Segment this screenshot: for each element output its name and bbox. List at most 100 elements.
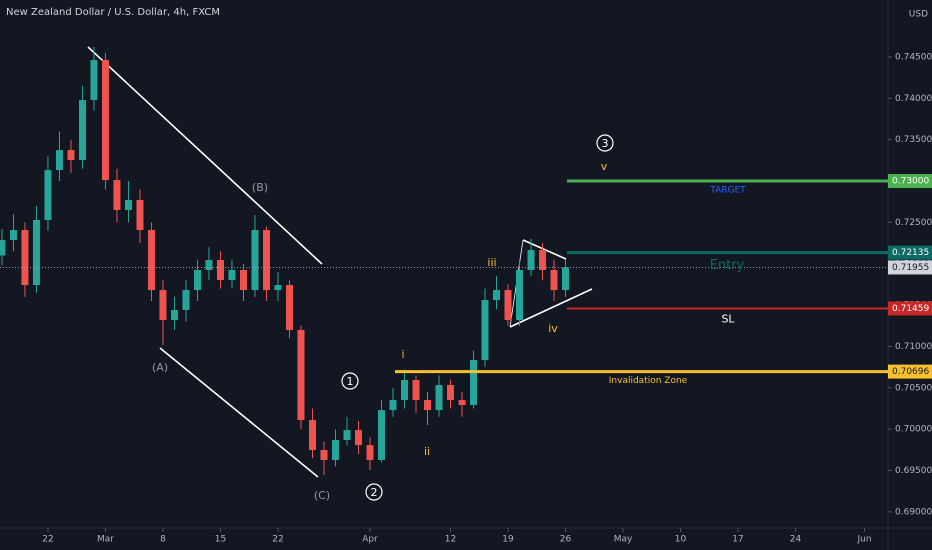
wave-label: 3: [602, 137, 609, 150]
x-tick-label: 8: [160, 535, 166, 545]
candle-body: [470, 360, 478, 406]
candle-body: [516, 270, 524, 320]
trend-lines: [87, 46, 593, 478]
level-price-tag: [888, 364, 932, 379]
trend-line: [87, 46, 323, 265]
y-tick-label: 0.69000: [895, 507, 932, 517]
candle-body: [21, 230, 29, 286]
candle-body: [101, 60, 109, 181]
candle-body: [435, 385, 443, 411]
x-tick-label: 26: [560, 535, 572, 545]
candle-body: [423, 400, 431, 411]
candle-body: [389, 400, 397, 411]
x-tick-label: Mar: [97, 535, 114, 545]
x-tick-label: 15: [215, 535, 226, 545]
level-price-label: 0.70696: [892, 367, 929, 377]
candle-body: [458, 400, 466, 406]
candle-body: [400, 380, 408, 401]
candle-body: [354, 430, 362, 446]
y-tick-label: 0.70000: [895, 425, 932, 435]
candle-body: [308, 420, 316, 451]
candle-body: [550, 270, 558, 291]
candle-body: [366, 445, 374, 461]
last-price-tag: [888, 260, 932, 275]
candle-body: [320, 450, 328, 461]
level-label: Invalidation Zone: [609, 376, 688, 386]
candle-body: [377, 410, 385, 461]
candle-body: [0, 240, 6, 256]
candle-body: [182, 290, 190, 310]
level-price-label: 0.72135: [892, 248, 929, 258]
wave-circle: [341, 372, 359, 390]
candle-body: [193, 270, 201, 291]
wave-label: i: [401, 348, 404, 361]
x-tick-label: May: [614, 535, 633, 545]
candle-body: [297, 330, 305, 421]
level-price-tag: [888, 301, 932, 316]
x-tick-label: Apr: [362, 535, 378, 545]
candle-body: [159, 290, 167, 320]
wave-circle: [365, 483, 383, 501]
candle-body: [481, 300, 489, 361]
y-tick-label: 0.70500: [895, 383, 932, 393]
wave-label: 2: [371, 486, 378, 499]
candle-body: [493, 290, 501, 301]
candle-body: [527, 250, 535, 271]
x-tick-label: 22: [42, 535, 53, 545]
chart-title: New Zealand Dollar / U.S. Dollar, 4h, FX…: [6, 7, 220, 18]
candle-body: [239, 270, 247, 291]
level-label: SL: [721, 312, 735, 325]
candle-body: [9, 230, 17, 241]
wave-label: v: [601, 160, 608, 173]
candle-body: [113, 180, 121, 210]
candle-body: [124, 199, 132, 210]
x-tick-label: 17: [732, 535, 743, 545]
candle-body: [55, 150, 63, 171]
candle-body: [331, 440, 339, 461]
wave-label: iii: [487, 256, 496, 269]
candle-body: [32, 220, 40, 286]
candle-body: [67, 150, 75, 161]
x-tick-label: 10: [675, 535, 687, 545]
candle-body: [147, 230, 155, 291]
candle-body: [44, 170, 52, 220]
y-tick-label: 0.74500: [895, 52, 932, 62]
y-tick-label: 0.69500: [895, 466, 932, 476]
x-tick-label: 22: [272, 535, 283, 545]
candle-body: [274, 285, 282, 291]
candle-body: [251, 230, 259, 291]
y-tick-label: 0.73500: [895, 135, 932, 145]
y-tick-label: 0.74000: [895, 94, 932, 104]
wave-label: (A): [152, 361, 168, 374]
candle-body: [285, 285, 293, 330]
candle-body: [343, 430, 351, 440]
candle-body: [205, 260, 213, 271]
candle-body: [216, 260, 224, 281]
wave-label: 1: [347, 375, 354, 388]
candle-body: [262, 230, 270, 291]
x-tick-label: 12: [445, 535, 456, 545]
x-tick-label: Jun: [857, 535, 872, 545]
level-label: TARGET: [709, 186, 746, 196]
wave-label: (B): [252, 181, 268, 194]
candle-body: [562, 267, 570, 291]
candle-body: [228, 270, 236, 281]
last-price-label: 0.71955: [892, 263, 929, 273]
trend-line: [159, 347, 319, 478]
y-tick-label: 0.72500: [895, 218, 932, 228]
level-price-tag: [888, 245, 932, 260]
candle-body: [170, 309, 178, 320]
candle-body: [78, 99, 86, 161]
currency-label: USD: [909, 10, 928, 20]
candle-body: [412, 380, 420, 401]
wave-label: (C): [314, 489, 330, 502]
x-tick-label: 19: [502, 535, 514, 545]
candle-body: [446, 385, 454, 401]
wave-label: ii: [424, 445, 430, 458]
candle-body: [539, 250, 547, 271]
candle-body: [90, 60, 98, 100]
level-price-tag: [888, 174, 932, 189]
